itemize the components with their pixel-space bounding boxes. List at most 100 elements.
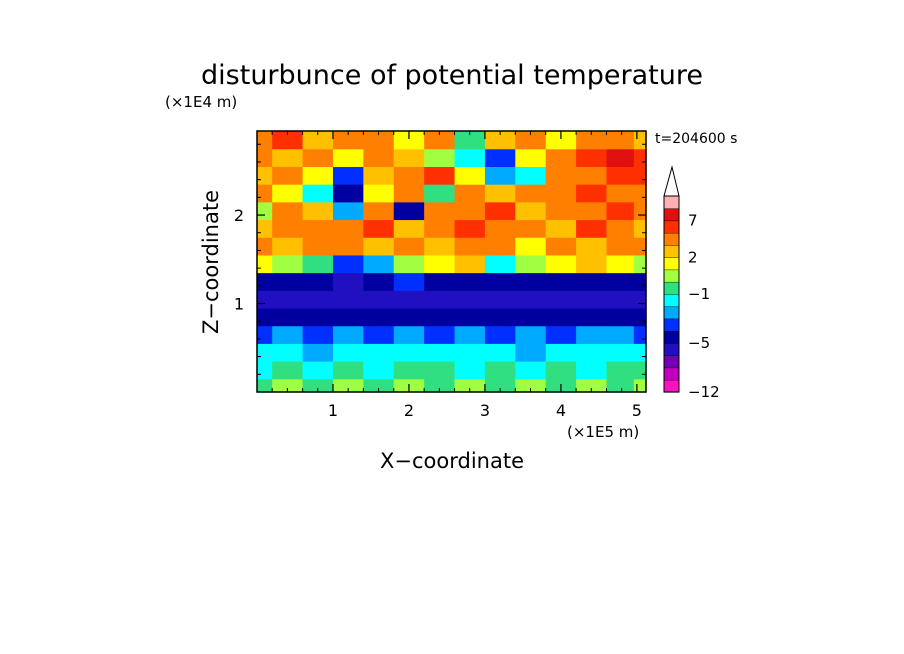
- field-cell: [393, 219, 425, 238]
- colorbar-segment: [663, 232, 680, 246]
- colorbar-label: −5: [688, 334, 710, 352]
- field-cell: [633, 131, 647, 150]
- field-cell: [363, 148, 395, 167]
- colorbar-frame: [663, 195, 680, 393]
- field-cell: [257, 201, 273, 221]
- field-cell: [454, 343, 486, 362]
- field-cell: [332, 201, 364, 221]
- colorbar-label: −12: [688, 383, 720, 401]
- field-cell: [515, 219, 547, 238]
- field-cell: [576, 361, 608, 380]
- field-cell: [363, 343, 395, 362]
- field-cell: [576, 343, 608, 362]
- field-cell: [424, 166, 456, 185]
- x-unit-label: (×1E5 m): [567, 423, 639, 441]
- field-cell: [633, 307, 647, 327]
- field-cell: [454, 148, 486, 167]
- field-cell: [515, 237, 547, 256]
- colorbar-segments: [663, 195, 680, 393]
- y-axis-ticks: 12: [234, 143, 646, 375]
- field-cell: [424, 201, 456, 221]
- field-cell: [545, 272, 577, 291]
- field-cell: [484, 131, 516, 150]
- x-tick-label: 1: [328, 401, 338, 420]
- colorbar-label: 2: [688, 248, 698, 266]
- field-cell: [484, 343, 516, 362]
- plot-frame: [256, 130, 647, 393]
- field-cell: [257, 166, 273, 185]
- field-cell: [545, 219, 577, 238]
- field-cell: [515, 307, 547, 327]
- field-cell: [545, 131, 577, 150]
- field-cell: [393, 254, 425, 274]
- field-cell: [257, 148, 273, 167]
- field-cell: [454, 254, 486, 274]
- field-cell: [257, 272, 273, 291]
- field-cell: [633, 254, 647, 274]
- field-cell: [576, 325, 608, 344]
- field-cell: [332, 378, 364, 393]
- field-cell: [302, 201, 334, 221]
- field-cell: [272, 343, 304, 362]
- colorbar-segment: [663, 293, 680, 307]
- field-cell: [393, 131, 425, 150]
- field-cell: [257, 219, 273, 238]
- field-cell: [393, 272, 425, 291]
- field-cell: [515, 131, 547, 150]
- field-cell: [633, 237, 647, 256]
- field-cell: [393, 166, 425, 185]
- colorbar-segment: [663, 330, 680, 344]
- field-cell: [363, 254, 395, 274]
- colorbar-segment: [663, 220, 680, 234]
- y-unit-label: (×1E4 m): [165, 93, 237, 111]
- field-cell: [633, 343, 647, 362]
- field-cell: [454, 131, 486, 150]
- field-cell: [302, 272, 334, 291]
- field-cell: [515, 361, 547, 380]
- colorbar-segment: [663, 342, 680, 356]
- field-cell: [424, 254, 456, 274]
- colorbar-label: −1: [688, 285, 710, 303]
- field-cell: [606, 307, 635, 327]
- field-cell: [424, 237, 456, 256]
- field-cell: [484, 201, 516, 221]
- field-cell: [484, 254, 516, 274]
- field-cell: [272, 254, 304, 274]
- y-axis-label: Z−coordinate: [199, 190, 223, 334]
- field-cell: [272, 131, 304, 150]
- field-cell: [302, 307, 334, 327]
- field-cell: [257, 184, 273, 203]
- field-cell: [454, 201, 486, 221]
- field-cell: [424, 343, 456, 362]
- x-axis-ticks: 1 2 3 4 5: [271, 131, 642, 420]
- field-cell: [424, 219, 456, 238]
- field-cell: [257, 254, 273, 274]
- field-cell: [424, 378, 456, 393]
- field-cell: [302, 254, 334, 274]
- x-tick-label: 3: [480, 401, 490, 420]
- field-cell: [272, 290, 304, 309]
- field-cell: [272, 184, 304, 203]
- field-cell: [576, 254, 608, 274]
- field-cell: [332, 290, 364, 309]
- field-cell: [393, 290, 425, 309]
- field-cell: [424, 131, 456, 150]
- field-cell: [424, 307, 456, 327]
- field-cell: [302, 290, 334, 309]
- field-cell: [484, 219, 516, 238]
- field-cell: [633, 184, 647, 203]
- field-cell: [332, 343, 364, 362]
- colorbar: −12−5−127: [663, 165, 720, 401]
- field-cell: [363, 361, 395, 380]
- field-cell: [363, 378, 395, 393]
- colorbar-extend-arrow: [663, 165, 680, 197]
- field-cell: [606, 272, 635, 291]
- field-cell: [332, 325, 364, 344]
- field-cell: [272, 237, 304, 256]
- field-cell: [454, 237, 486, 256]
- field-cell: [484, 237, 516, 256]
- field-cell: [424, 148, 456, 167]
- field-cell: [545, 166, 577, 185]
- field-cell: [545, 148, 577, 167]
- field-cell: [393, 307, 425, 327]
